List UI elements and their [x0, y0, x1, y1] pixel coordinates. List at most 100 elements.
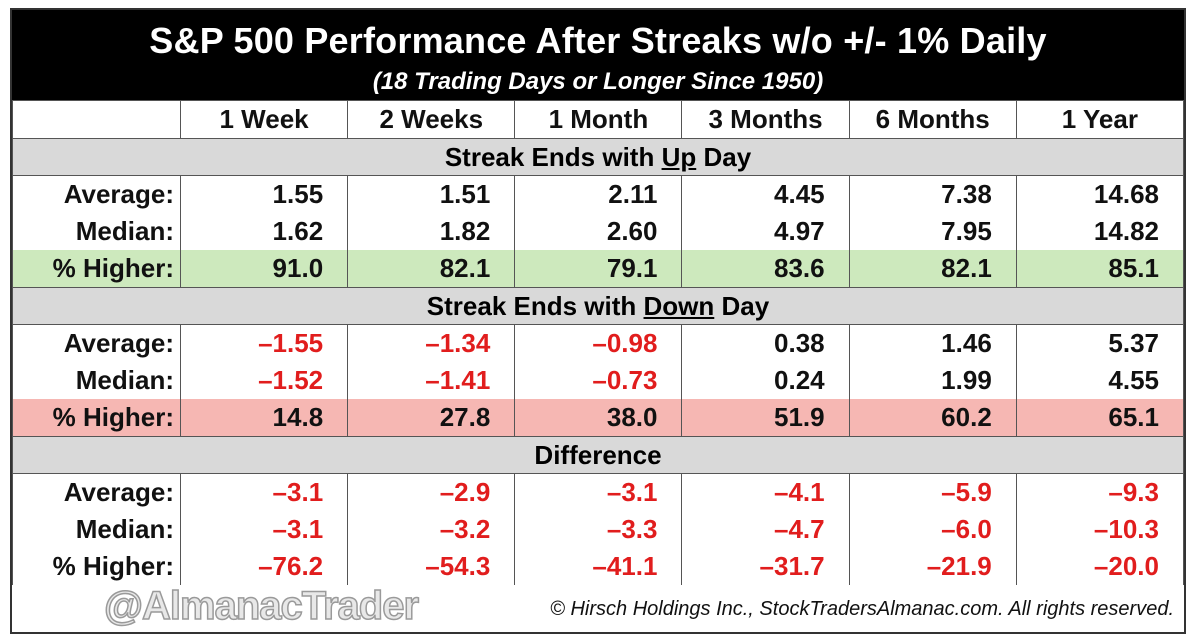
table-cell: 1.46	[848, 324, 1017, 362]
row-label: % Higher:	[12, 399, 181, 437]
table-cell: 0.38	[681, 324, 850, 362]
table-cell: –10.3	[1015, 511, 1185, 548]
table-cell: 60.2	[848, 399, 1017, 437]
table-cell: –1.34	[347, 324, 516, 362]
table-cell: 4.45	[681, 175, 850, 213]
column-header: 1 Month	[514, 100, 683, 139]
corner-cell	[12, 100, 181, 139]
table-cell: –9.3	[1015, 473, 1185, 511]
table-row: Average: –1.55 –1.34 –0.98 0.38 1.46 5.37	[12, 324, 1185, 362]
row-label: Median:	[12, 511, 181, 548]
section-title-text: Streak Ends with	[426, 290, 644, 321]
column-header: 2 Weeks	[347, 100, 516, 139]
section-title-text: Day	[714, 290, 770, 321]
table-row: % Higher: –76.2 –54.3 –41.1 –31.7 –21.9 –20.0	[12, 548, 1185, 585]
table-cell: –4.1	[681, 473, 850, 511]
table-cell: –76.2	[179, 548, 349, 585]
table-cell: 1.82	[347, 213, 516, 250]
table-cell: 65.1	[1015, 399, 1185, 437]
table-cell: 7.38	[848, 175, 1017, 213]
table-cell: 14.82	[1015, 213, 1185, 250]
table-cell: –3.1	[179, 511, 349, 548]
table-cell: –1.55	[179, 324, 349, 362]
row-label: % Higher:	[12, 250, 181, 288]
table-cell: –41.1	[514, 548, 683, 585]
column-header: 6 Months	[848, 100, 1017, 139]
table-cell: 1.62	[179, 213, 349, 250]
table-cell: 14.8	[179, 399, 349, 437]
column-header: 3 Months	[681, 100, 850, 139]
section-header-row: Difference	[12, 436, 1184, 474]
footer: @AlmanacTrader © Hirsch Holdings Inc., S…	[12, 583, 1184, 632]
table-row: Average: –3.1 –2.9 –3.1 –4.1 –5.9 –9.3	[12, 473, 1185, 511]
table-cell: –21.9	[848, 548, 1017, 585]
table-row: % Higher: 14.8 27.8 38.0 51.9 60.2 65.1	[12, 399, 1185, 437]
table-cell: 83.6	[681, 250, 850, 288]
table-cell: –3.1	[179, 473, 349, 511]
table-cell: –0.98	[514, 324, 683, 362]
table-cell: 0.24	[681, 362, 850, 399]
table-cell: 2.60	[514, 213, 683, 250]
row-label: Average:	[12, 324, 181, 362]
table-cell: –5.9	[848, 473, 1017, 511]
title-block: S&P 500 Performance After Streaks w/o +/…	[12, 10, 1184, 100]
table-cell: 79.1	[514, 250, 683, 288]
watermark-logo: @AlmanacTrader	[103, 583, 420, 629]
table-cell: –2.9	[347, 473, 516, 511]
table-cell: 27.8	[347, 399, 516, 437]
row-label: Average:	[12, 473, 181, 511]
table-cell: –1.41	[347, 362, 516, 399]
section-title-text: Day	[696, 141, 752, 172]
table-cell: –31.7	[681, 548, 850, 585]
table-cell: –3.3	[514, 511, 683, 548]
table-cell: 1.51	[347, 175, 516, 213]
table-cell: 91.0	[179, 250, 349, 288]
table-cell: 2.11	[514, 175, 683, 213]
section-title-difference: Difference	[12, 436, 1184, 474]
table-cell: 82.1	[347, 250, 516, 288]
table-cell: 4.97	[681, 213, 850, 250]
row-label: Median:	[12, 213, 181, 250]
section-header-row: Streak Ends with Down Day	[12, 287, 1184, 325]
table-cell: –3.1	[514, 473, 683, 511]
table-cell: –0.73	[514, 362, 683, 399]
table-cell: –20.0	[1015, 548, 1185, 585]
table-cell: 1.99	[848, 362, 1017, 399]
section-title-down-day: Streak Ends with Down Day	[12, 287, 1184, 325]
row-label: Average:	[12, 175, 181, 213]
table-row: Average: 1.55 1.51 2.11 4.45 7.38 14.68	[12, 175, 1185, 213]
section-header-row: Streak Ends with Up Day	[12, 138, 1184, 176]
table-cell: –3.2	[347, 511, 516, 548]
table-cell: 51.9	[681, 399, 850, 437]
table-cell: –1.52	[179, 362, 349, 399]
table-row: Median: –3.1 –3.2 –3.3 –4.7 –6.0 –10.3	[12, 511, 1185, 548]
table-cell: –6.0	[848, 511, 1017, 548]
section-title-emphasis: Down	[643, 290, 715, 321]
table-row: Median: 1.62 1.82 2.60 4.97 7.95 14.82	[12, 213, 1185, 250]
row-label: % Higher:	[12, 548, 181, 585]
table-cell: 38.0	[514, 399, 683, 437]
section-title-emphasis: Up	[661, 141, 697, 172]
table-frame: S&P 500 Performance After Streaks w/o +/…	[10, 8, 1186, 634]
table-cell: –4.7	[681, 511, 850, 548]
table-row: % Higher: 91.0 82.1 79.1 83.6 82.1 85.1	[12, 250, 1185, 288]
table-cell: 5.37	[1015, 324, 1185, 362]
table-row: Median: –1.52 –1.41 –0.73 0.24 1.99 4.55	[12, 362, 1185, 399]
performance-table: 1 Week 2 Weeks 1 Month 3 Months 6 Months…	[12, 100, 1185, 585]
column-header-row: 1 Week 2 Weeks 1 Month 3 Months 6 Months…	[12, 100, 1185, 139]
table-cell: 4.55	[1015, 362, 1185, 399]
table-cell: 7.95	[848, 213, 1017, 250]
page-title: S&P 500 Performance After Streaks w/o +/…	[149, 20, 1047, 61]
section-title-text: Streak Ends with	[444, 141, 662, 172]
column-header: 1 Year	[1015, 100, 1185, 139]
column-header: 1 Week	[179, 100, 349, 139]
table-cell: –54.3	[347, 548, 516, 585]
section-title-up-day: Streak Ends with Up Day	[12, 138, 1184, 176]
row-label: Median:	[12, 362, 181, 399]
table-cell: 1.55	[179, 175, 349, 213]
page-subtitle: (18 Trading Days or Longer Since 1950)	[372, 68, 824, 95]
table-cell: 85.1	[1015, 250, 1185, 288]
table-cell: 82.1	[848, 250, 1017, 288]
section-title-text: Difference	[534, 439, 662, 470]
table-cell: 14.68	[1015, 175, 1185, 213]
